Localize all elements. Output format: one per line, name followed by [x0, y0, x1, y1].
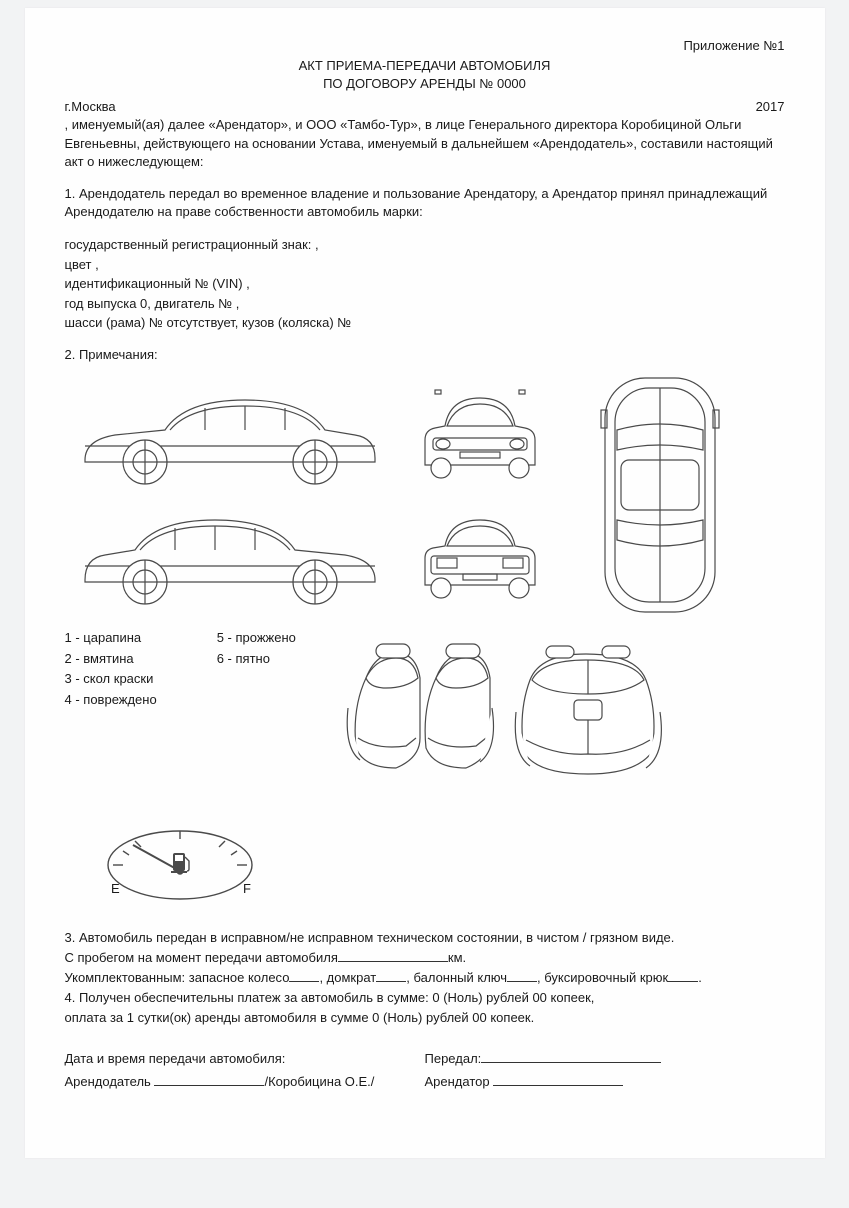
clause-1: 1. Арендодатель передал во временное вла…	[65, 185, 785, 221]
seats-diagram	[336, 628, 676, 801]
sig-transferred-label: Передал:	[425, 1051, 482, 1066]
clause-3c-mid1: , домкрат	[319, 970, 376, 985]
clause-3c-pre: Укомплектованным: запасное колесо	[65, 970, 290, 985]
mileage-blank	[338, 949, 448, 962]
sig-datetime: Дата и время передачи автомобиля:	[65, 1047, 425, 1070]
clause-4b: оплата за 1 сутки(ок) аренды автомобиля …	[65, 1008, 785, 1028]
clause-3c-mid3: , буксировочный крюк	[537, 970, 668, 985]
city-year-row: г.Москва 2017	[65, 99, 785, 114]
transferred-blank	[481, 1050, 661, 1063]
sig-lessee-label: Арендатор	[425, 1074, 490, 1089]
legend-4: 4 - повреждено	[65, 690, 157, 711]
vehicle-vin: идентификационный № (VIN) ,	[65, 274, 785, 294]
wrench-blank	[507, 969, 537, 982]
car-diagrams	[65, 370, 785, 620]
clause-3b-post: км.	[448, 950, 466, 965]
appendix-label: Приложение №1	[65, 38, 785, 53]
car-outline-svg	[65, 370, 785, 620]
legend-6: 6 - пятно	[217, 649, 296, 670]
vehicle-details: государственный регистрационный знак: , …	[65, 235, 785, 333]
legend-1: 1 - царапина	[65, 628, 157, 649]
clause-2: 2. Примечания:	[65, 347, 785, 362]
fuel-gauge: E F	[95, 815, 785, 908]
signature-block: Дата и время передачи автомобиля: Переда…	[65, 1047, 785, 1094]
lessor-blank	[154, 1073, 264, 1086]
clause-3c-end: .	[698, 970, 702, 985]
vehicle-chassis: шасси (рама) № отсутствует, кузов (коляс…	[65, 313, 785, 333]
hook-blank	[668, 969, 698, 982]
title-line-2: ПО ДОГОВОРУ АРЕНДЫ № 0000	[65, 75, 785, 93]
clause-3-4-block: 3. Автомобиль передан в исправном/не исп…	[65, 928, 785, 1029]
jack-blank	[376, 969, 406, 982]
fuel-e-label: E	[111, 881, 120, 896]
legend-3: 3 - скол краски	[65, 669, 157, 690]
clause-3c: Укомплектованным: запасное колесо , домкр…	[65, 968, 785, 988]
title-line-1: АКТ ПРИЕМА-ПЕРЕДАЧИ АВТОМОБИЛЯ	[65, 57, 785, 75]
city-label: г.Москва	[65, 99, 116, 114]
fuel-f-label: F	[243, 881, 251, 896]
clause-3c-mid2: , балонный ключ	[406, 970, 507, 985]
sig-lessor-label: Арендодатель	[65, 1074, 151, 1089]
legend-and-seats: 1 - царапина 2 - вмятина 3 - скол краски…	[65, 628, 785, 801]
legend-2: 2 - вмятина	[65, 649, 157, 670]
clause-3b-pre: С пробегом на момент передачи автомобиля	[65, 950, 338, 965]
clause-4a: 4. Получен обеспечительны платеж за авто…	[65, 988, 785, 1008]
document-page: Приложение №1 АКТ ПРИЕМА-ПЕРЕДАЧИ АВТОМО…	[25, 8, 825, 1158]
clause-3a: 3. Автомобиль передан в исправном/не исп…	[65, 928, 785, 948]
legend-5: 5 - прожжено	[217, 628, 296, 649]
vehicle-color: цвет ,	[65, 255, 785, 275]
spare-blank	[289, 969, 319, 982]
sig-lessor-name: /Коробицина О.Е./	[264, 1074, 374, 1089]
legend-col-1: 1 - царапина 2 - вмятина 3 - скол краски…	[65, 628, 157, 711]
intro-paragraph: , именуемый(ая) далее «Арендатор», и ООО…	[65, 116, 785, 171]
clause-3b: С пробегом на момент передачи автомобиля…	[65, 948, 785, 968]
lessee-blank	[493, 1073, 623, 1086]
legend-col-2: 5 - прожжено 6 - пятно	[217, 628, 296, 711]
vehicle-reg: государственный регистрационный знак: ,	[65, 235, 785, 255]
year-label: 2017	[756, 99, 785, 114]
vehicle-year-engine: год выпуска 0, двигатель № ,	[65, 294, 785, 314]
document-title: АКТ ПРИЕМА-ПЕРЕДАЧИ АВТОМОБИЛЯ ПО ДОГОВО…	[65, 57, 785, 93]
